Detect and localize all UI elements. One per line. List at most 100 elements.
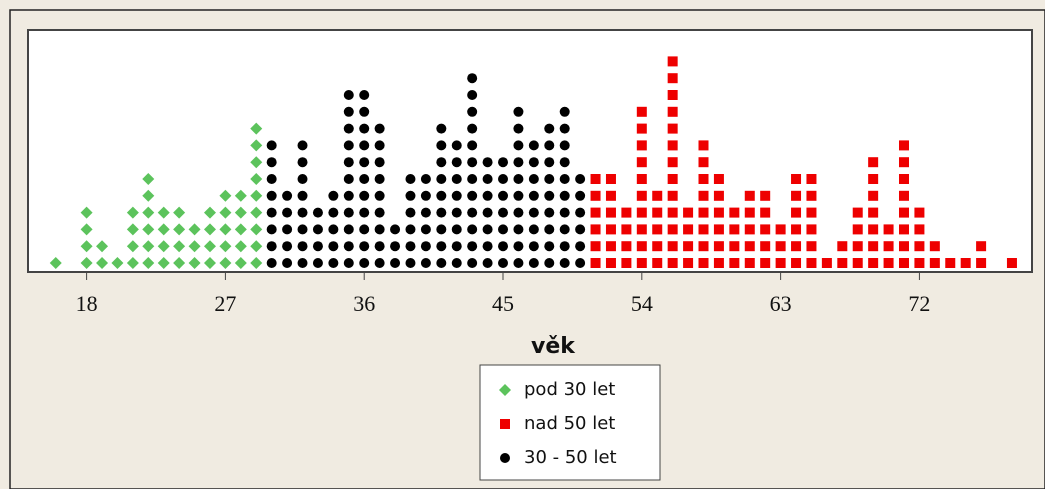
dot: [343, 90, 354, 100]
dot: [343, 174, 354, 184]
dot: [126, 206, 139, 219]
dot: [451, 224, 462, 235]
dot: [234, 206, 247, 219]
dot: [188, 257, 201, 269]
dot: [390, 258, 401, 268]
dot: [590, 174, 601, 184]
dot: [482, 174, 493, 184]
dot: [636, 106, 647, 117]
dot: [806, 224, 817, 235]
dot: [806, 190, 817, 201]
dot-column: [405, 174, 416, 268]
dot: [250, 139, 263, 152]
dot: [374, 157, 385, 168]
dot: [667, 123, 678, 134]
dot-column: [126, 206, 139, 269]
dot: [667, 157, 678, 168]
dot: [359, 123, 370, 134]
dot: [528, 190, 539, 201]
dot: [250, 240, 263, 253]
dot: [898, 140, 909, 151]
dot: [914, 258, 925, 268]
dot: [652, 224, 663, 235]
dot-column: [976, 241, 987, 268]
dot-column: [297, 140, 308, 268]
dot: [142, 189, 155, 202]
dot: [80, 257, 93, 269]
dot-column: [960, 258, 971, 268]
dot: [250, 189, 263, 202]
dot: [791, 190, 802, 201]
dot: [683, 241, 694, 252]
dot: [976, 258, 987, 268]
dot: [420, 224, 431, 235]
dot: [698, 174, 709, 184]
dot: [667, 190, 678, 201]
dot: [868, 258, 879, 268]
dot: [359, 106, 370, 117]
dot-column: [914, 207, 925, 268]
dot: [234, 189, 247, 202]
dot: [498, 224, 509, 235]
dot-column: [929, 241, 940, 268]
dot: [683, 258, 694, 268]
dot-column: [1006, 258, 1017, 268]
dot: [390, 241, 401, 252]
dot-column: [80, 206, 93, 269]
dot: [234, 240, 247, 253]
dot: [157, 206, 170, 219]
dot: [868, 174, 879, 184]
dot-column: [498, 157, 509, 268]
dot-column: [683, 207, 694, 268]
dot-column: [528, 140, 539, 268]
dot: [173, 223, 186, 236]
dot: [976, 241, 987, 252]
dot: [544, 258, 555, 268]
dot: [559, 224, 570, 235]
dot: [282, 241, 293, 252]
dot: [451, 174, 462, 184]
dot: [359, 190, 370, 201]
dot: [713, 258, 724, 268]
dot: [467, 106, 478, 117]
dot: [544, 140, 555, 151]
dot: [498, 241, 509, 252]
dot-column: [343, 90, 354, 268]
dot-column: [575, 174, 586, 268]
dot: [266, 258, 277, 268]
dot: [328, 207, 339, 218]
dot-column: [359, 90, 370, 268]
dot-column: [374, 123, 385, 268]
dot-column: [806, 174, 817, 268]
dot: [544, 123, 555, 134]
dot-column: [451, 140, 462, 268]
dot: [744, 190, 755, 201]
dot: [883, 258, 894, 268]
dot: [126, 257, 139, 269]
dot: [791, 258, 802, 268]
dot: [729, 224, 740, 235]
dot: [513, 224, 524, 235]
dot: [297, 207, 308, 218]
dot: [575, 207, 586, 218]
dot: [837, 258, 848, 268]
dot: [652, 241, 663, 252]
dot-column: [49, 257, 62, 269]
dot: [806, 174, 817, 184]
dot: [559, 174, 570, 184]
dot: [590, 207, 601, 218]
dot: [544, 190, 555, 201]
dot-column: [250, 122, 263, 269]
dot: [405, 190, 416, 201]
dot: [467, 190, 478, 201]
dot: [250, 173, 263, 185]
dot-column: [390, 224, 401, 268]
dot: [436, 207, 447, 218]
dot: [405, 241, 416, 252]
dot-column: [188, 223, 201, 269]
dot: [111, 257, 124, 269]
dot: [760, 258, 771, 268]
dot: [467, 157, 478, 168]
dot: [852, 207, 863, 218]
dot: [436, 157, 447, 168]
